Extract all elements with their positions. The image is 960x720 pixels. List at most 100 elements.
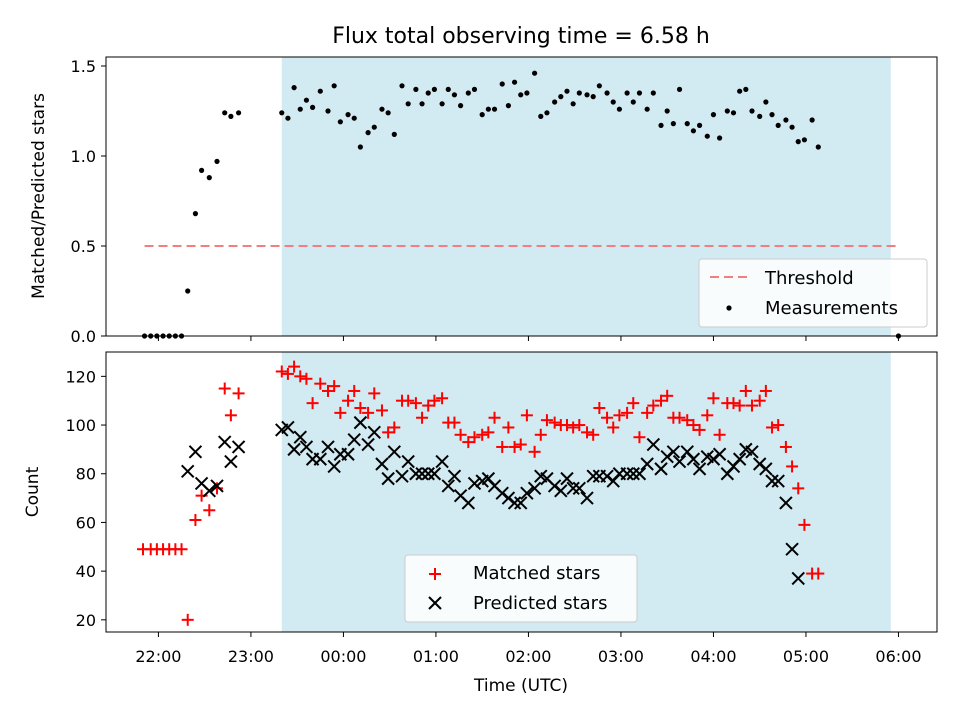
legend-threshold-label: Threshold bbox=[764, 268, 854, 289]
matched-star-point bbox=[189, 514, 202, 526]
matched-star-point bbox=[348, 384, 361, 397]
predicted-marker-b bbox=[453, 488, 468, 503]
y-axis-top: 0.0 0.5 1.0 1.5 bbox=[71, 57, 106, 346]
axes-frame-top bbox=[105, 56, 938, 337]
measurement-point bbox=[228, 113, 234, 119]
measurement-point bbox=[499, 81, 505, 87]
predicted-star-point bbox=[210, 479, 224, 493]
predicted-marker-b bbox=[427, 467, 442, 481]
predicted-marker-b bbox=[672, 454, 687, 469]
predicted-marker-b bbox=[779, 496, 793, 510]
predicted-star-point bbox=[514, 496, 528, 510]
matched-star-point bbox=[733, 399, 746, 412]
measurement-point bbox=[743, 86, 749, 92]
measurement-point bbox=[458, 103, 464, 109]
predicted-marker-b bbox=[700, 449, 714, 464]
predicted-marker-b bbox=[281, 420, 295, 435]
predicted-marker-b bbox=[654, 462, 668, 476]
measurement-point bbox=[405, 101, 411, 107]
matched-star-point bbox=[534, 428, 547, 441]
measurement-point bbox=[439, 101, 445, 107]
predicted-marker-b bbox=[321, 440, 335, 454]
predicted-star-point bbox=[381, 471, 395, 486]
predicted-marker-b bbox=[218, 435, 232, 449]
ratio-plot-area bbox=[141, 70, 902, 339]
matched-star-point bbox=[548, 416, 561, 429]
measurement-point bbox=[724, 108, 730, 114]
predicted-marker-b bbox=[520, 486, 534, 500]
measurement-point bbox=[636, 90, 643, 96]
y-tick-label: 0.0 bbox=[71, 327, 96, 346]
predicted-marker-b bbox=[287, 442, 301, 457]
predicted-star-point bbox=[626, 467, 640, 481]
matched-star-point bbox=[581, 426, 594, 439]
y-tick-label: 20 bbox=[76, 611, 96, 630]
measurement-point bbox=[769, 112, 775, 118]
predicted-star-point bbox=[692, 462, 707, 476]
matched-star-point bbox=[402, 394, 415, 407]
measurement-point bbox=[564, 88, 570, 94]
matched-star-point bbox=[275, 365, 288, 378]
matched-star-point bbox=[382, 426, 395, 439]
matched-star-point bbox=[508, 440, 521, 453]
measurement-point bbox=[445, 86, 451, 92]
matched-star-point bbox=[448, 416, 461, 429]
predicted-marker-b bbox=[540, 471, 554, 486]
measurement-point bbox=[570, 101, 576, 107]
matched-star-point bbox=[232, 387, 245, 400]
predicted-star-point bbox=[771, 474, 785, 488]
measurement-point bbox=[815, 144, 821, 150]
measurement-point bbox=[479, 112, 485, 118]
x-tick-label: 06:00 bbox=[875, 647, 921, 666]
matched-star-point bbox=[772, 419, 785, 432]
measurement-point bbox=[371, 124, 377, 130]
predicted-marker-b bbox=[299, 440, 314, 454]
predicted-star-point bbox=[632, 467, 647, 481]
legend-box-top bbox=[698, 258, 928, 328]
measurement-point bbox=[451, 92, 458, 98]
predicted-star-point bbox=[409, 467, 423, 481]
matched-star-point bbox=[354, 402, 367, 414]
matched-star-point bbox=[766, 421, 779, 434]
predicted-marker-b bbox=[514, 496, 528, 510]
predicted-star-point bbox=[224, 454, 238, 469]
legend-predicted-label: Predicted stars bbox=[473, 593, 607, 614]
measurement-point bbox=[658, 122, 664, 128]
predicted-marker-b bbox=[692, 462, 707, 476]
predicted-star-point bbox=[361, 437, 375, 452]
predicted-star-point bbox=[520, 486, 534, 500]
predicted-star-point bbox=[341, 447, 355, 461]
predicted-star-point bbox=[387, 445, 402, 459]
measurement-point bbox=[704, 133, 710, 139]
predicted-star-point bbox=[395, 469, 409, 483]
predicted-star-point bbox=[321, 440, 335, 454]
x-axis-title: Time (UTC) bbox=[473, 676, 568, 696]
measurement-point bbox=[222, 110, 228, 116]
predicted-marker-b bbox=[375, 457, 389, 471]
matched-star-point bbox=[655, 394, 668, 407]
x-axis-bottom: 22:00 23:00 00:00 01:00 02:00 03:00 04:00 05:00… bbox=[135, 632, 922, 666]
predicted-marker-b bbox=[447, 469, 462, 483]
measurement-point bbox=[676, 86, 683, 92]
predicted-star-point bbox=[654, 462, 668, 476]
predicted-marker-b bbox=[646, 437, 661, 452]
measurement-point bbox=[684, 121, 690, 127]
predicted-marker-b bbox=[507, 496, 522, 510]
measurement-point bbox=[544, 110, 550, 116]
predicted-star-point bbox=[507, 496, 522, 510]
predicted-star-point bbox=[672, 454, 687, 469]
axes-frame-bottom bbox=[105, 351, 938, 633]
matched-star-point bbox=[681, 414, 694, 427]
predicted-star-point bbox=[435, 454, 449, 469]
predicted-star-point bbox=[640, 457, 654, 471]
matched-star-point bbox=[368, 387, 381, 400]
predicted-star-point bbox=[467, 476, 482, 491]
matched-star-point bbox=[798, 518, 811, 531]
x-tick-label: 23:00 bbox=[228, 647, 274, 666]
legend-bottom: Matched stars Predicted stars bbox=[404, 554, 638, 623]
y-tick-label: 1.0 bbox=[71, 147, 96, 166]
predicted-marker-b bbox=[666, 445, 681, 459]
predicted-star-point bbox=[765, 474, 779, 488]
predicted-marker-b bbox=[461, 496, 476, 510]
measurement-point bbox=[789, 124, 795, 130]
